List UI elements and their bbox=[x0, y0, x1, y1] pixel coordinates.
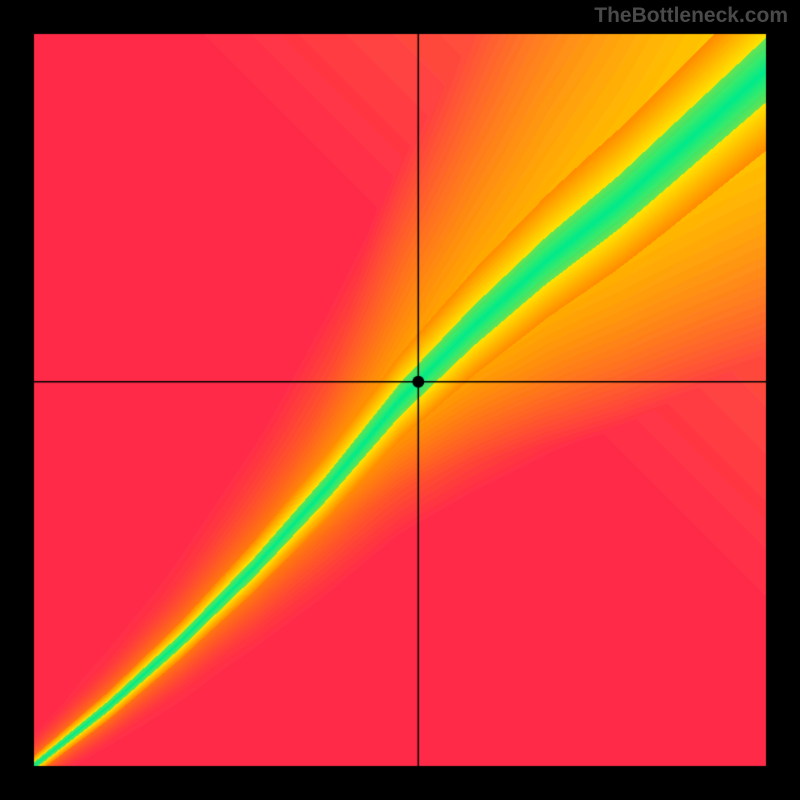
watermark-text: TheBottleneck.com bbox=[594, 4, 788, 28]
figure-container: TheBottleneck.com bbox=[0, 0, 800, 800]
bottleneck-heatmap bbox=[0, 0, 800, 800]
